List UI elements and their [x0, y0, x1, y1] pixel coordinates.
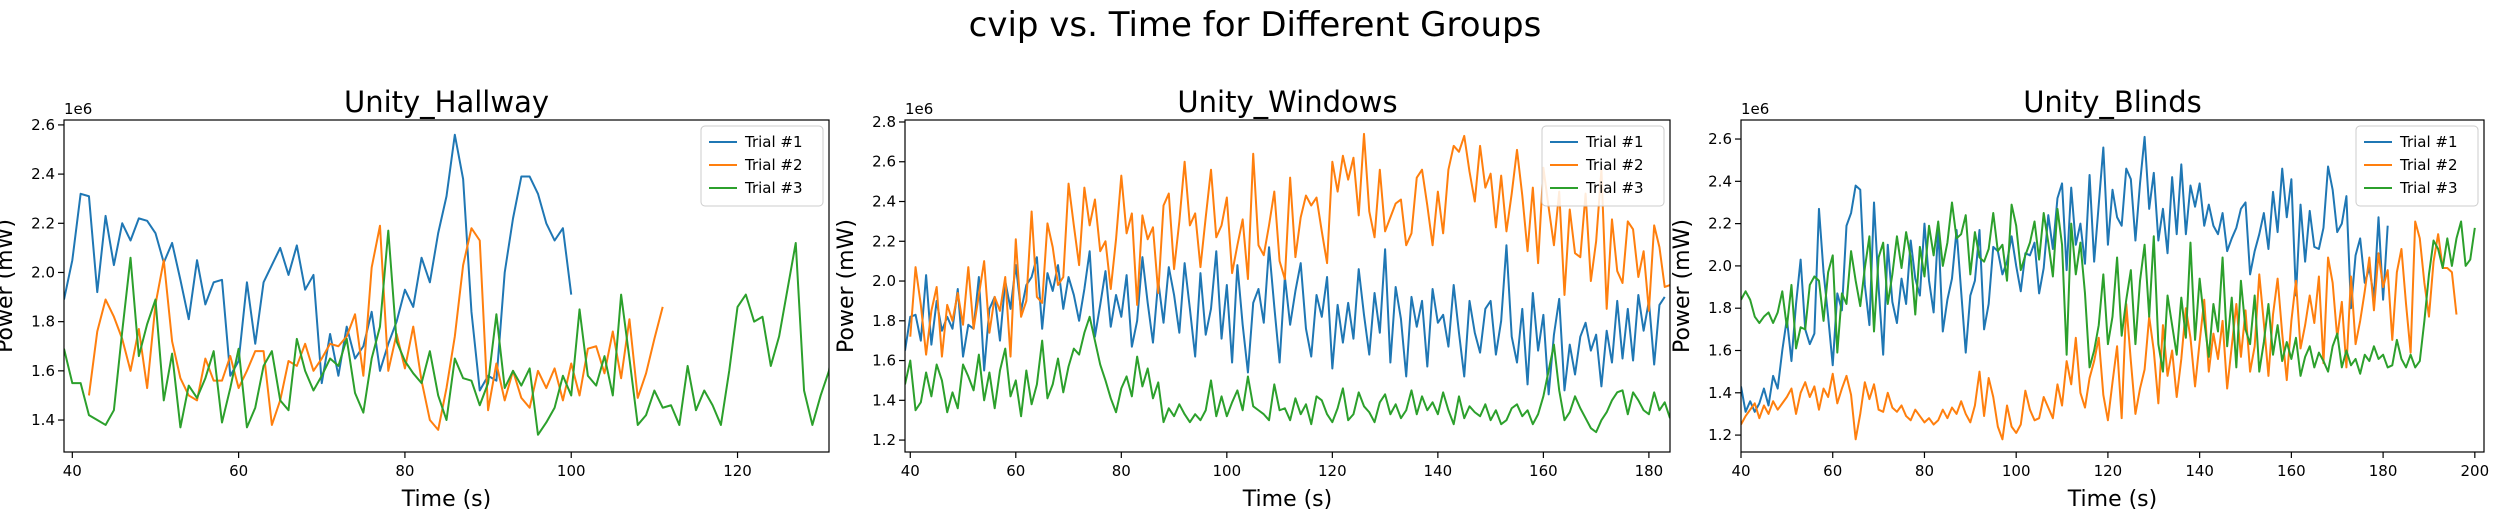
y-tick-label: 1.2: [1708, 426, 1732, 444]
subplot-title: Unity_Hallway: [344, 85, 549, 119]
series-line-trial-2: [87, 224, 664, 431]
legend-box: [2355, 125, 2479, 207]
x-tick-label: 60: [229, 462, 248, 480]
legend: Trial #1 Trial #2 Trial #3: [2355, 125, 2479, 207]
x-tick-label: 120: [1318, 462, 1347, 480]
x-tick-label: 80: [395, 462, 414, 480]
y-tick-label: 2.4: [31, 165, 55, 183]
y-tick-label: 2.4: [1708, 172, 1732, 190]
x-tick-label: 180: [1635, 462, 1664, 480]
legend-label-trial-2: Trial #2: [2399, 156, 2458, 174]
axes-frame: [63, 119, 830, 453]
x-tick-label: 80: [1915, 462, 1934, 480]
y-axis-label: Power (mW): [834, 219, 859, 353]
legend-box: [1541, 125, 1665, 207]
y-tick-label: 2.2: [31, 214, 55, 232]
legend-label-trial-2: Trial #2: [1585, 156, 1644, 174]
y-offset-multiplier: 1e6: [1741, 100, 1769, 118]
x-tick-label: 80: [1112, 462, 1131, 480]
x-axis-label: Time (s): [401, 487, 491, 511]
y-axis-label: Power (mW): [0, 219, 18, 353]
y-tick-label: 2.2: [872, 232, 896, 250]
legend: Trial #1 Trial #2 Trial #3: [1541, 125, 1665, 207]
x-tick-label: 140: [1424, 462, 1453, 480]
axes-frame: [1740, 119, 2485, 453]
y-tick-label: 1.2: [872, 431, 896, 449]
y-tick-label: 2.6: [872, 153, 896, 171]
y-offset-multiplier: 1e6: [64, 100, 92, 118]
x-tick-label: 140: [2185, 462, 2214, 480]
y-tick-label: 1.6: [872, 352, 896, 370]
series-line-trial-3: [1741, 201, 2476, 377]
x-tick-label: 100: [557, 462, 586, 480]
x-axis-label: Time (s): [1242, 487, 1332, 511]
x-tick-label: 60: [1006, 462, 1025, 480]
y-tick-label: 2.0: [31, 263, 55, 281]
legend: Trial #1 Trial #2 Trial #3: [700, 125, 824, 207]
y-tick-label: 2.0: [872, 272, 896, 290]
y-tick-label: 1.6: [1708, 341, 1732, 359]
figure-title: cvip vs. Time for Different Groups: [969, 5, 1542, 45]
x-tick-label: 180: [2369, 462, 2398, 480]
x-tick-label: 200: [2461, 462, 2490, 480]
y-tick-label: 1.8: [31, 313, 55, 331]
y-tick-label: 1.8: [1708, 299, 1732, 317]
legend-label-trial-3: Trial #3: [1585, 179, 1644, 197]
x-tick-label: 60: [1823, 462, 1842, 480]
y-tick-label: 1.4: [872, 391, 896, 409]
legend-label-trial-1: Trial #1: [2399, 133, 2458, 151]
legend-label-trial-3: Trial #3: [2399, 179, 2458, 197]
y-tick-label: 2.0: [1708, 257, 1732, 275]
y-tick-label: 2.4: [872, 193, 896, 211]
axes-frame: [904, 119, 1671, 453]
x-tick-label: 160: [1529, 462, 1558, 480]
x-axis-label: Time (s): [2067, 487, 2157, 511]
series-line-trial-3: [64, 229, 829, 436]
legend-label-trial-1: Trial #1: [744, 133, 803, 151]
y-tick-label: 2.6: [1708, 130, 1732, 148]
y-tick-label: 1.8: [872, 312, 896, 330]
subplot-2: 40 60 80 100 120 140 160 180 1.2 1.4 1.6 1.8 2.0 2.2 2…: [834, 85, 1671, 511]
x-tick-label: 120: [2094, 462, 2123, 480]
y-tick-label: 2.2: [1708, 215, 1732, 233]
x-tick-label: 160: [2277, 462, 2306, 480]
legend-label-trial-3: Trial #3: [744, 179, 803, 197]
y-tick-label: 1.6: [31, 362, 55, 380]
y-tick-label: 2.8: [872, 113, 896, 131]
subplot-title: Unity_Blinds: [2023, 85, 2202, 119]
x-tick-label: 100: [2002, 462, 2031, 480]
subplot-title: Unity_Windows: [1177, 85, 1397, 119]
y-tick-label: 2.6: [31, 116, 55, 134]
series-line-trial-3: [905, 315, 1670, 434]
subplot-3: 40 60 80 100 120 140 160 180 200 1.2 1.4 1.6 1.8 2.0 2…: [1670, 85, 2489, 511]
y-tick-label: 1.4: [31, 411, 55, 429]
subplot-1: 40 60 80 100 120 1.4 1.6 1.8 2.0 2.2 2.4 2.6 1e6 Unit…: [0, 85, 830, 511]
y-offset-multiplier: 1e6: [905, 100, 933, 118]
series-line-trial-1: [1741, 135, 2389, 413]
y-axis-label: Power (mW): [1670, 219, 1695, 353]
legend-label-trial-2: Trial #2: [744, 156, 803, 174]
x-tick-label: 40: [63, 462, 82, 480]
subplots: 40 60 80 100 120 1.4 1.6 1.8 2.0 2.2 2.4 2.6 1e6 Unit…: [0, 85, 2489, 511]
legend-box: [700, 125, 824, 207]
y-tick-label: 1.4: [1708, 384, 1732, 402]
x-tick-label: 40: [901, 462, 920, 480]
x-tick-label: 40: [1731, 462, 1750, 480]
x-tick-label: 120: [723, 462, 752, 480]
legend-label-trial-1: Trial #1: [1585, 133, 1644, 151]
x-tick-label: 100: [1213, 462, 1242, 480]
